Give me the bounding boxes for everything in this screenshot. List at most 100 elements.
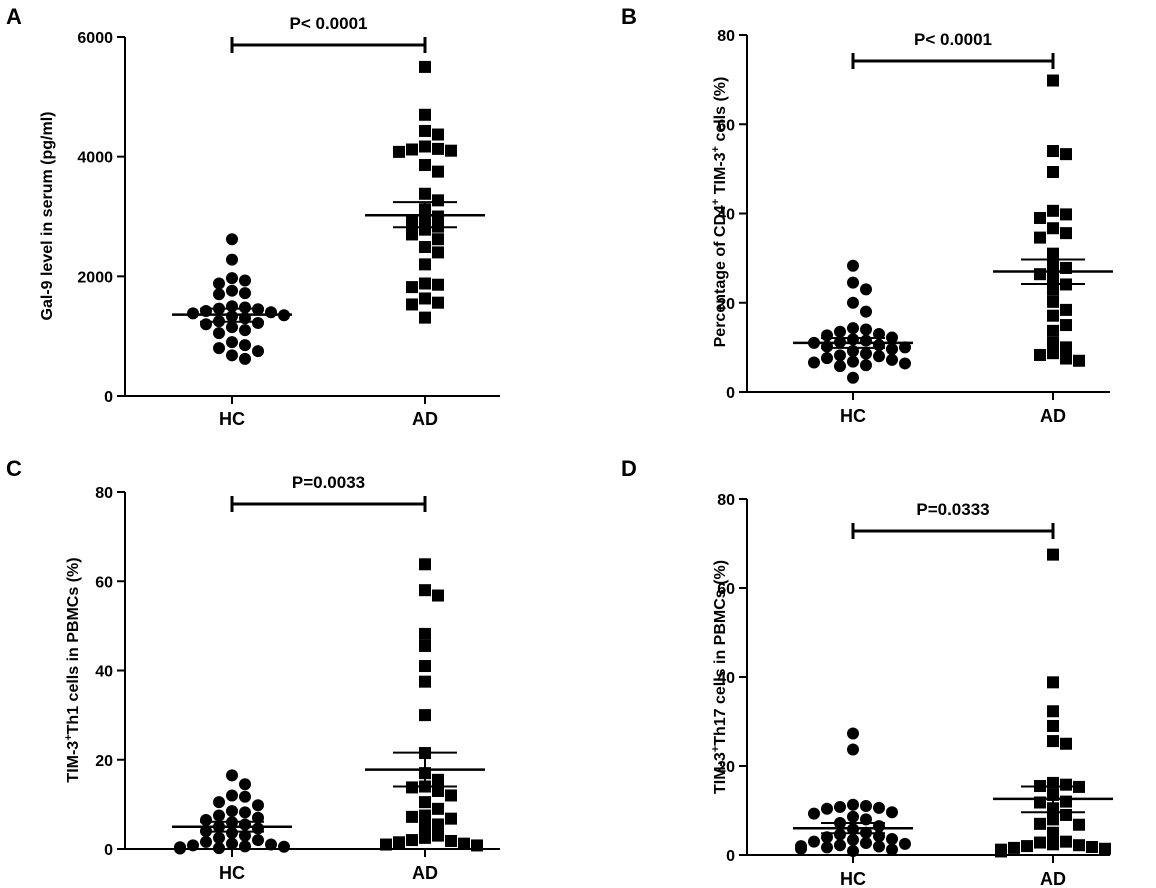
data-point-ad — [406, 810, 418, 823]
data-point-ad — [432, 128, 444, 141]
data-point-ad — [1047, 222, 1059, 235]
y-tick-label: 80 — [95, 485, 113, 502]
data-point-hc — [860, 283, 872, 296]
data-point-hc — [252, 822, 264, 835]
y-axis-label-part: Percentage of CD4 — [712, 205, 729, 347]
data-point-ad — [419, 558, 431, 571]
data-point-hc — [808, 356, 820, 369]
data-point-ad — [406, 281, 418, 294]
y-tick-label: 20 — [95, 753, 113, 770]
y-axis-label-part: Th17 cells in PBMCs (%) — [712, 560, 729, 746]
data-point-ad — [432, 142, 444, 155]
data-point-ad — [1047, 309, 1059, 322]
data-point-ad — [432, 818, 444, 831]
panel-label: B — [621, 4, 637, 29]
data-point-ad — [419, 809, 431, 822]
panel-a: A 0 2000 4000 6000 HC AD Gal-9 level in serum (… — [6, 4, 500, 429]
data-point-hc — [239, 287, 251, 300]
data-point-ad — [1034, 348, 1046, 361]
data-point-ad — [1047, 324, 1059, 337]
x-tick-label: HC — [219, 863, 245, 883]
data-point-hc — [873, 339, 885, 352]
data-point-hc — [873, 350, 885, 363]
data-point-ad — [419, 639, 431, 652]
y-axis-label-sup: + — [710, 199, 722, 205]
data-point-ad — [432, 773, 444, 786]
data-point-ad — [1047, 165, 1059, 178]
x-tick-label: AD — [412, 863, 438, 883]
data-point-hc — [213, 842, 225, 855]
data-point-hc — [213, 327, 225, 340]
data-point-ad — [1034, 231, 1046, 244]
data-point-hc — [213, 342, 225, 355]
data-point-ad — [1073, 839, 1085, 852]
data-point-ad — [432, 233, 444, 246]
data-point-ad — [1060, 319, 1072, 332]
data-point-hc — [239, 778, 251, 791]
data-point-hc — [821, 831, 833, 844]
y-tick-label: 0 — [726, 385, 735, 402]
data-point-ad — [432, 246, 444, 259]
data-point-ad — [419, 675, 431, 688]
data-point-ad — [1047, 247, 1059, 260]
data-point-hc — [847, 844, 859, 857]
data-point-hc — [899, 357, 911, 370]
data-point-hc — [873, 327, 885, 340]
data-point-hc — [847, 371, 859, 384]
data-point-hc — [834, 349, 846, 362]
data-point-ad — [1060, 148, 1072, 161]
data-point-ad — [1060, 778, 1072, 791]
y-axis-label-sup: + — [710, 746, 722, 752]
data-point-ad — [419, 292, 431, 305]
panel-b: B 0 20 40 60 80 HC AD Percentage of CD4+ TIM-3+ … — [621, 4, 1113, 426]
data-point-ad — [1047, 295, 1059, 308]
data-point-ad — [445, 144, 457, 157]
data-point-ad — [419, 831, 431, 844]
data-point-hc — [886, 806, 898, 819]
data-point-ad — [419, 311, 431, 324]
data-point-ad — [419, 140, 431, 153]
y-tick-label: 0 — [104, 389, 113, 406]
y-tick-label: 60 — [95, 574, 113, 591]
data-point-ad — [1047, 826, 1059, 839]
data-point-ad — [419, 187, 431, 200]
y-tick-label: 20 — [717, 759, 735, 776]
y-axis-label-sup: + — [710, 146, 722, 152]
y-axis-label-part: TIM-3 — [65, 741, 82, 783]
data-point-ad — [1099, 842, 1111, 855]
data-point-ad — [406, 216, 418, 229]
data-point-ad — [406, 143, 418, 156]
y-tick-label: 20 — [717, 296, 735, 313]
data-point-hc — [899, 341, 911, 354]
data-point-ad — [432, 165, 444, 178]
data-point-hc — [239, 324, 251, 337]
x-tick-label: HC — [219, 409, 245, 429]
y-axis-label: Percentage of CD4+ TIM-3+ cells (%) — [710, 77, 729, 348]
y-axis-label: TIM-3+Th1 cells in PBMCs (%) — [63, 557, 82, 782]
data-point-ad — [419, 241, 431, 254]
data-point-ad — [1047, 336, 1059, 349]
y-tick-label: 40 — [717, 670, 735, 687]
data-point-ad — [1034, 836, 1046, 849]
data-point-ad — [419, 627, 431, 640]
data-point-hc — [239, 339, 251, 352]
data-point-ad — [1060, 737, 1072, 750]
data-point-ad — [419, 108, 431, 121]
y-tick-label: 80 — [717, 28, 735, 45]
data-point-ad — [419, 124, 431, 137]
data-point-ad — [419, 660, 431, 673]
data-point-ad — [1047, 719, 1059, 732]
panel-label: A — [6, 4, 22, 29]
data-point-hc — [226, 837, 238, 850]
y-tick-label: 0 — [726, 848, 735, 865]
data-point-ad — [432, 194, 444, 207]
significance-label: P=0.0333 — [916, 500, 989, 519]
data-point-ad — [1034, 211, 1046, 224]
data-point-hc — [860, 323, 872, 336]
data-point-hc — [252, 834, 264, 847]
data-point-hc — [834, 839, 846, 852]
data-point-ad — [419, 796, 431, 809]
data-point-hc — [265, 838, 277, 851]
data-point-hc — [847, 798, 859, 811]
data-point-ad — [445, 834, 457, 847]
